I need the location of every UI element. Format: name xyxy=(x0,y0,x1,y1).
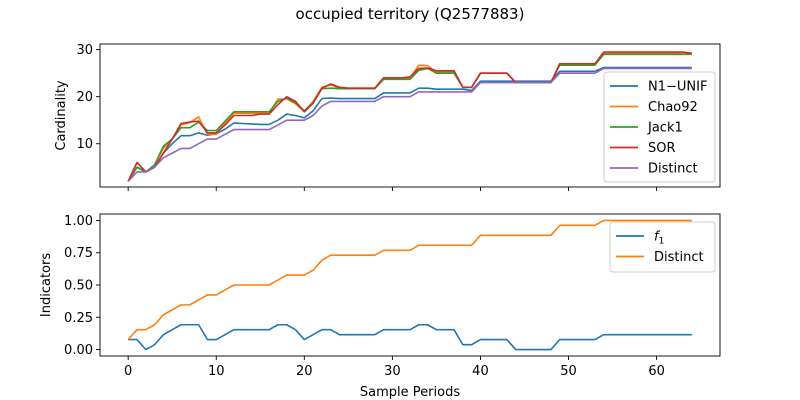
series-line-2 xyxy=(127,53,692,182)
plot-frame xyxy=(99,43,721,188)
x-tick-label: 20 xyxy=(296,364,313,379)
y-tick-label: 0.25 xyxy=(64,311,93,326)
y-tick-label: 30 xyxy=(76,43,93,58)
legend: f1 Distinct xyxy=(609,221,716,273)
x-tick-label: 40 xyxy=(472,364,489,379)
series-line-4 xyxy=(127,67,692,182)
series-line-1 xyxy=(127,219,692,341)
x-axis-label: Sample Periods xyxy=(360,385,460,400)
x-tick-label: 30 xyxy=(384,364,401,379)
y-axis-label: Indicators xyxy=(39,253,54,317)
legend: N1−UNIF Chao92 Jack1 SOR Distinct xyxy=(603,71,716,183)
x-tick-label: 0 xyxy=(124,364,132,379)
legend-label-0: f1 xyxy=(654,230,664,247)
indicators-panel: 0 10 20 30 40 50 60 0.00 0.25 0.50 0.75 1.00 Indicat… xyxy=(39,213,721,400)
legend-label-3: SOR xyxy=(648,141,676,156)
figure-title: occupied territory (Q2577883) xyxy=(296,5,525,23)
series-line-0 xyxy=(127,66,692,182)
legend-label-4: Distinct xyxy=(648,162,698,177)
legend-label-1: Distinct xyxy=(654,250,704,265)
x-tick-label: 60 xyxy=(648,364,665,379)
y-tick-label: 1.00 xyxy=(64,214,93,229)
legend-label-2: Jack1 xyxy=(647,121,683,136)
series-line-0 xyxy=(128,323,692,351)
y-tick-label: 10 xyxy=(76,137,93,152)
legend-box xyxy=(603,71,716,183)
y-axis-label: Cardinality xyxy=(54,80,69,151)
y-tick-label: 0.50 xyxy=(64,279,93,294)
legend-label-1: Chao92 xyxy=(648,100,698,115)
legend-label-0: N1−UNIF xyxy=(648,80,707,95)
y-tick-label: 0.75 xyxy=(64,246,93,261)
series-line-3 xyxy=(127,51,692,182)
y-tick-label: 20 xyxy=(76,90,93,105)
x-tick-label: 10 xyxy=(208,364,225,379)
x-tick-label: 50 xyxy=(560,364,577,379)
legend-box xyxy=(609,221,716,273)
cardinality-panel: 10 20 30 Cardinality N1−UNIF Chao92 Jack1 SOR Di… xyxy=(54,43,721,191)
y-tick-label: 0.00 xyxy=(64,343,93,358)
